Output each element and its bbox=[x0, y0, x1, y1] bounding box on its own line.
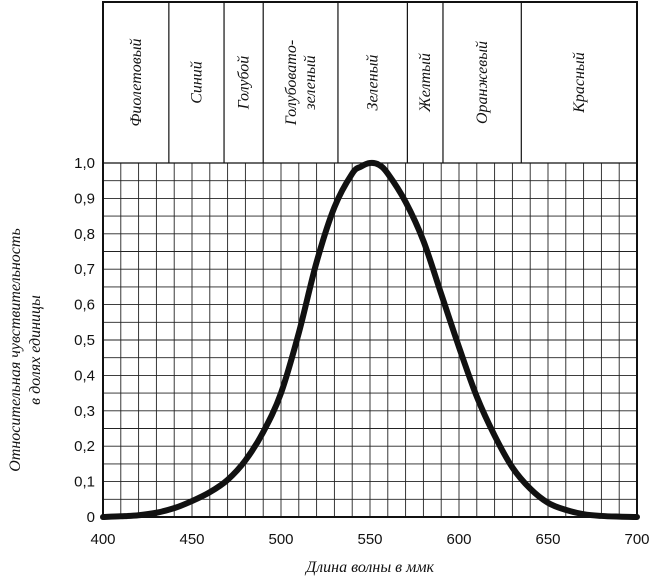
y-tick-label: 0,2 bbox=[74, 438, 95, 455]
x-tick-label: 550 bbox=[357, 531, 382, 548]
band-label: Фиолетовый bbox=[128, 38, 145, 126]
band-label-group: Оранжевый bbox=[474, 41, 491, 124]
x-tick-label: 600 bbox=[446, 531, 471, 548]
band-label-group: Фиолетовый bbox=[128, 38, 145, 126]
band-label: Голубой bbox=[236, 56, 253, 111]
band-label: Оранжевый bbox=[474, 41, 491, 124]
y-tick-label: 0 bbox=[87, 509, 95, 526]
y-tick-label: 0,4 bbox=[74, 367, 95, 384]
y-tick-label: 0,6 bbox=[74, 297, 95, 314]
x-tick-label: 400 bbox=[90, 531, 115, 548]
band-label: Голубовато- bbox=[283, 40, 300, 126]
y-axis-title-line-1: Относительная чувствительность bbox=[7, 228, 24, 472]
x-axis-title: Длина волны в ммк bbox=[304, 559, 435, 576]
band-label-group: Голубовато-зеленый bbox=[283, 40, 319, 126]
band-label: Желтый bbox=[417, 53, 434, 113]
band-label: Зеленый bbox=[365, 55, 382, 111]
band-label: Красный bbox=[571, 52, 588, 114]
tick-labels: 400 450 500 550 600 650 700 0 0,1 0,2 0,3 0,4 0,5 0,6… bbox=[74, 155, 649, 548]
chart-frame bbox=[102, 1, 638, 518]
y-tick-label: 0,1 bbox=[74, 474, 95, 491]
y-tick-label: 0,7 bbox=[74, 261, 95, 278]
band-label: Синий bbox=[188, 61, 205, 104]
band-label-group: Синий bbox=[188, 61, 205, 104]
y-tick-label: 0,8 bbox=[74, 226, 95, 243]
y-tick-label: 0,9 bbox=[74, 190, 95, 207]
x-tick-label: 650 bbox=[535, 531, 560, 548]
frame bbox=[102, 1, 638, 518]
band-label-group: Зеленый bbox=[365, 55, 382, 111]
x-tick-label: 450 bbox=[179, 531, 204, 548]
y-tick-label: 0,3 bbox=[74, 403, 95, 420]
band-label-group: Красный bbox=[571, 52, 588, 114]
spectrum-bands: Фиолетовый Синий Голубой Голубовато-зеленый… bbox=[128, 2, 588, 163]
y-axis-title-line-2: в долях единицы bbox=[27, 295, 44, 405]
y-axis-title: Относительная чувствительность в долях е… bbox=[7, 228, 44, 472]
x-tick-label: 700 bbox=[624, 531, 649, 548]
x-tick-label: 500 bbox=[268, 531, 293, 548]
band-label-group: Голубой bbox=[236, 56, 253, 111]
grid bbox=[102, 162, 638, 518]
y-tick-label: 1,0 bbox=[74, 155, 95, 172]
band-label-group: Желтый bbox=[417, 53, 434, 113]
band-label: зеленый bbox=[302, 55, 319, 110]
y-tick-label: 0,5 bbox=[74, 332, 95, 349]
